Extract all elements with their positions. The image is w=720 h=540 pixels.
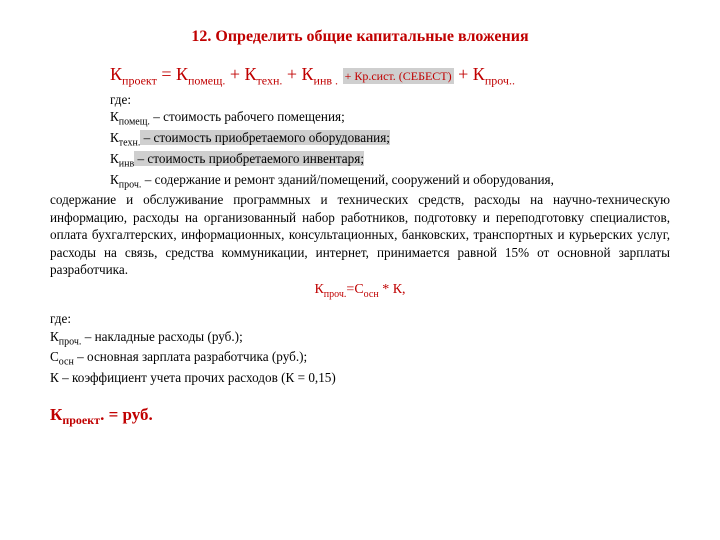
def-row: Кпроч. – накладные расходы (руб.); [50, 329, 243, 344]
where-block-2: где: Кпроч. – накладные расходы (руб.); … [50, 310, 670, 387]
section-title: 12. Определить общие капитальные вложени… [50, 28, 670, 46]
def-row: К – коэффициент учета прочих расходов (К… [50, 370, 336, 385]
def-long-paragraph: содержание и обслуживание программных и … [50, 191, 670, 278]
secondary-formula: Кпроч.=Сосн * К, [50, 282, 670, 300]
def-row: Сосн – основная зарплата разработчика (р… [50, 349, 307, 364]
def-row: Ктехн. – стоимость приобретаемого оборуд… [110, 130, 390, 145]
result-line: Кпроект. = руб. [50, 405, 670, 428]
def-row: Кинв – стоимость приобретаемого инвентар… [110, 151, 364, 166]
where-block-1: где: Кпомещ. – стоимость рабочего помеще… [110, 91, 670, 192]
def-row: Кпомещ. – стоимость рабочего помещения; [110, 109, 345, 124]
def-row-long-lead: Кпроч. – содержание и ремонт зданий/поме… [110, 172, 554, 187]
highlight-term: + Кр.сист. (СЕБЕСТ) [343, 68, 454, 84]
main-formula: Кпроект = Кпомещ. + Ктехн. + Кинв . + Кр… [110, 64, 670, 89]
where-label: где: [110, 92, 131, 107]
